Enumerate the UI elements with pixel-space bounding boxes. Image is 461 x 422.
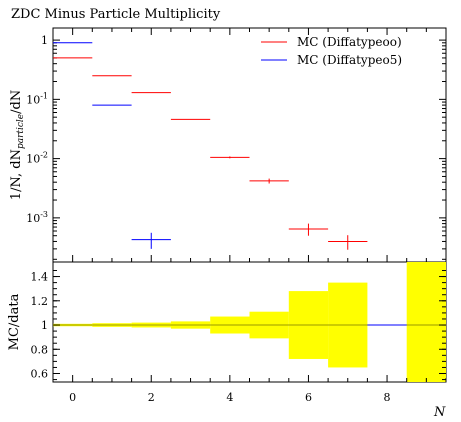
ratio-y-tick-label: 0.8: [31, 343, 49, 356]
main-y-axis-label: 1/N, dNparticle/dN: [9, 90, 26, 200]
x-tick-label: 2: [148, 391, 155, 404]
x-tick-label: 8: [384, 391, 391, 404]
ratio-y-ticks: 0.6 0.8 1 1.2 1.4: [31, 269, 446, 381]
legend: MC (Diffatypeoo) MC (Diffatypeo5): [261, 35, 402, 67]
main-y-tick-label: 10-2: [26, 151, 48, 166]
ratio-y-tick-label: 0.6: [31, 368, 49, 381]
main-y-tick-label: 1: [41, 34, 48, 47]
ratio-y-tick-label: 1.4: [31, 271, 49, 284]
x-axis-ticks: 0 2 4 6 8: [69, 28, 447, 404]
main-y-tick-label: 10-1: [26, 91, 48, 106]
x-tick-label: 6: [305, 391, 312, 404]
ratio-band-x9: [406, 262, 446, 382]
ratio-uncertainty-band: [53, 262, 446, 382]
x-tick-label: 0: [69, 391, 76, 404]
chart-title: ZDC Minus Particle Multiplicity: [11, 7, 221, 22]
legend-label-diffatypeoo: MC (Diffatypeoo): [297, 35, 402, 49]
x-axis-label: N: [433, 405, 446, 420]
ratio-y-axis-label: MC/data: [7, 293, 22, 350]
svg-text:1/N, dNparticle/dN: 1/N, dNparticle/dN: [9, 90, 26, 200]
main-series: [53, 42, 368, 250]
legend-label-diffatypeo5: MC (Diffatypeo5): [297, 53, 402, 67]
x-tick-label: 4: [226, 391, 233, 404]
main-y-tick-label: 10-3: [26, 210, 48, 225]
main-y-ticks: 1 10-1 10-2 10-3: [26, 34, 446, 260]
ratio-y-tick-label: 1.2: [31, 295, 49, 308]
ratio-y-tick-label: 1: [41, 319, 48, 332]
